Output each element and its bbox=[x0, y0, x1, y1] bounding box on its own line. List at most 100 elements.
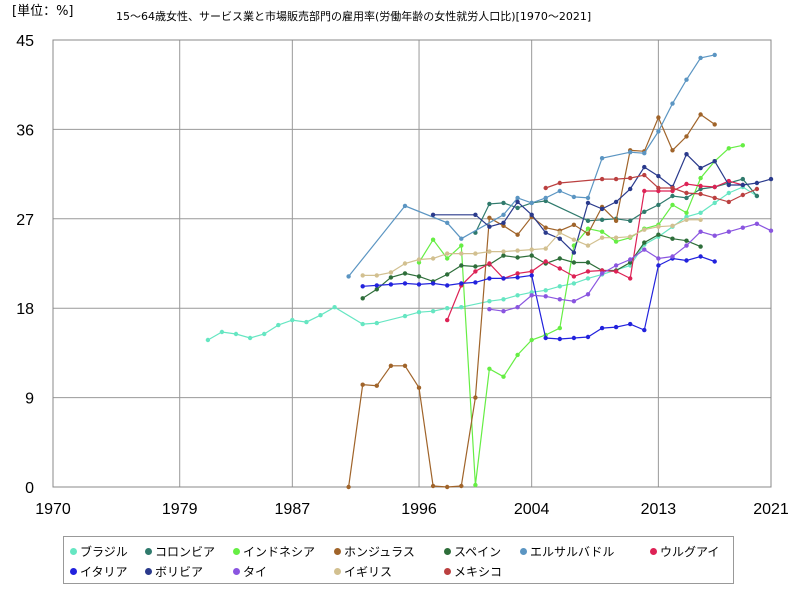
data-point bbox=[388, 363, 394, 368]
data-point bbox=[459, 305, 464, 310]
data-point bbox=[698, 254, 703, 259]
data-point bbox=[585, 276, 591, 281]
data-point bbox=[473, 212, 478, 217]
data-point bbox=[656, 263, 661, 268]
data-point bbox=[642, 247, 647, 252]
data-point bbox=[430, 483, 436, 489]
x-tick-label: 1996 bbox=[401, 501, 437, 518]
data-point bbox=[515, 255, 520, 260]
legend-item: ブラジル bbox=[70, 542, 145, 560]
data-point bbox=[445, 306, 450, 311]
data-point bbox=[346, 484, 351, 490]
legend-marker bbox=[650, 547, 657, 555]
data-point bbox=[233, 331, 239, 337]
legend-item: メキシコ bbox=[444, 562, 520, 580]
legend-marker bbox=[233, 547, 240, 555]
data-point bbox=[487, 249, 492, 254]
data-point bbox=[501, 253, 506, 258]
data-point bbox=[515, 352, 520, 358]
data-point bbox=[642, 164, 647, 170]
data-point bbox=[585, 218, 591, 223]
data-point bbox=[656, 202, 661, 208]
data-point bbox=[529, 253, 534, 258]
data-point bbox=[599, 271, 605, 276]
data-point bbox=[487, 366, 492, 371]
data-point bbox=[684, 210, 689, 215]
data-point bbox=[487, 215, 492, 220]
legend-marker bbox=[145, 547, 152, 555]
data-point bbox=[726, 190, 731, 196]
data-point bbox=[670, 148, 675, 153]
y-axis: 0 9 18 27 36 45 bbox=[16, 33, 34, 497]
data-point bbox=[684, 152, 689, 157]
data-point bbox=[529, 337, 534, 343]
data-point bbox=[754, 221, 760, 226]
data-point bbox=[304, 319, 309, 325]
data-point bbox=[656, 224, 661, 229]
data-point bbox=[515, 195, 520, 201]
data-point bbox=[459, 236, 464, 241]
data-point bbox=[501, 297, 506, 302]
data-point bbox=[613, 218, 619, 223]
data-point bbox=[656, 256, 661, 261]
data-point bbox=[670, 223, 675, 228]
data-point bbox=[571, 274, 577, 279]
x-tick-label: 1987 bbox=[275, 501, 311, 518]
data-point bbox=[487, 276, 492, 281]
data-point bbox=[445, 256, 450, 261]
y-tick-label: 9 bbox=[25, 391, 34, 408]
data-point bbox=[529, 273, 534, 278]
legend-marker bbox=[334, 567, 341, 575]
data-point bbox=[543, 230, 548, 235]
data-point bbox=[430, 256, 436, 261]
data-point bbox=[487, 201, 492, 207]
data-point bbox=[628, 150, 633, 155]
data-point bbox=[642, 151, 647, 156]
legend-label: コロンビア bbox=[155, 544, 216, 559]
data-point bbox=[670, 193, 675, 199]
data-point bbox=[670, 202, 675, 208]
data-point bbox=[768, 228, 774, 233]
data-point bbox=[543, 335, 548, 341]
data-point bbox=[360, 321, 365, 327]
data-point bbox=[599, 176, 605, 182]
data-point bbox=[656, 232, 661, 237]
legend-item: ウルグアイ bbox=[650, 542, 738, 560]
data-point bbox=[445, 317, 450, 323]
data-point bbox=[628, 276, 633, 281]
data-point bbox=[543, 294, 548, 299]
data-point bbox=[698, 229, 703, 234]
data-point bbox=[374, 287, 379, 292]
data-point bbox=[712, 200, 717, 206]
legend-marker bbox=[145, 567, 152, 575]
data-point bbox=[529, 269, 534, 274]
data-point bbox=[712, 259, 717, 264]
data-point bbox=[628, 186, 633, 192]
legend-label: ブラジル bbox=[80, 544, 128, 559]
data-point bbox=[430, 212, 436, 217]
data-point bbox=[670, 236, 675, 241]
data-point bbox=[543, 246, 548, 251]
data-point bbox=[656, 173, 661, 179]
legend-label: ホンジュラス bbox=[344, 544, 415, 559]
data-point bbox=[740, 176, 745, 182]
data-point bbox=[445, 251, 450, 256]
data-point bbox=[445, 220, 450, 225]
data-point bbox=[388, 270, 394, 275]
legend-marker bbox=[444, 567, 451, 575]
data-point bbox=[557, 325, 562, 331]
data-point bbox=[501, 220, 506, 225]
data-point bbox=[712, 122, 717, 127]
legend-label: メキシコ bbox=[454, 564, 503, 579]
data-point bbox=[430, 281, 436, 286]
legend-item: ボリビア bbox=[145, 562, 233, 580]
x-tick-label: 2021 bbox=[753, 501, 789, 518]
data-point bbox=[740, 143, 745, 148]
data-point bbox=[599, 206, 605, 212]
data-point bbox=[712, 52, 717, 58]
data-point bbox=[219, 329, 225, 335]
data-point bbox=[571, 260, 577, 265]
data-point bbox=[712, 184, 717, 190]
data-point bbox=[571, 194, 577, 200]
